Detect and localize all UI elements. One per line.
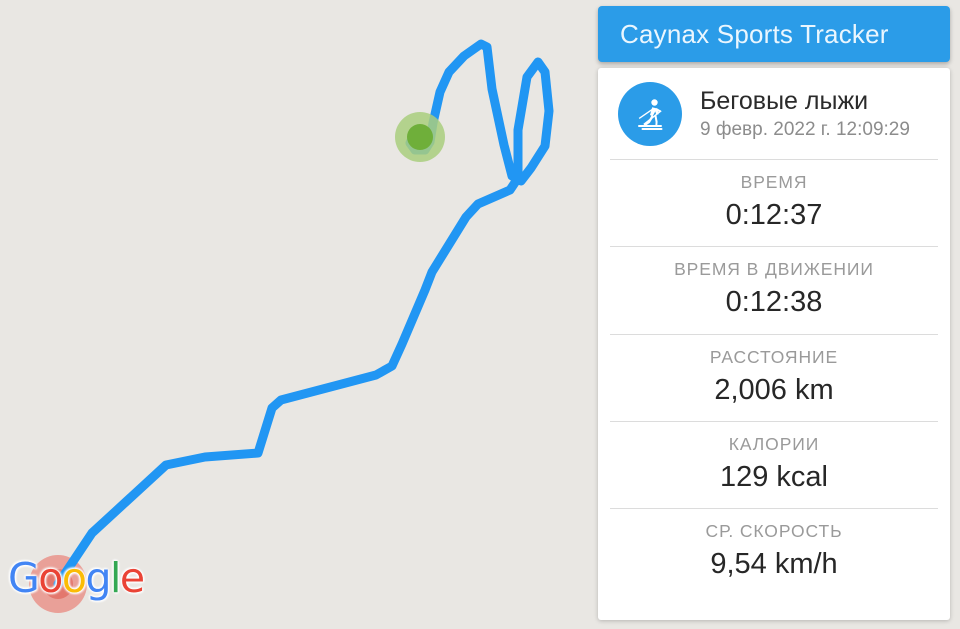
activity-datetime: 9 февр. 2022 г. 12:09:29: [700, 118, 910, 140]
stat-row-distance: РАССТОЯНИЕ 2,006 km: [598, 335, 950, 421]
info-panel: Caynax Sports Tracker: [598, 0, 954, 629]
activity-header[interactable]: Беговые лыжи 9 февр. 2022 г. 12:09:29: [598, 68, 950, 159]
stat-label-moving-time: ВРЕМЯ В ДВИЖЕНИИ: [674, 259, 874, 280]
stat-value-time: 0:12:37: [725, 199, 823, 231]
stat-row-moving-time: ВРЕМЯ В ДВИЖЕНИИ 0:12:38: [598, 247, 950, 333]
divider: [610, 420, 938, 422]
stat-value-calories: 129 kcal: [719, 460, 828, 493]
route-path: [53, 39, 554, 589]
google-letter-g1: G: [8, 554, 40, 602]
stat-label-calories: КАЛОРИИ: [728, 433, 820, 454]
stat-value-moving-time: 0:12:38: [725, 286, 823, 319]
route-start-marker: [407, 124, 433, 150]
google-letter-l: l: [110, 554, 121, 602]
stat-row-avg-speed: СР. СКОРОСТЬ 9,54 km/h: [598, 509, 950, 595]
activity-text-block: Беговые лыжи 9 февр. 2022 г. 12:09:29: [700, 87, 910, 142]
divider: [610, 159, 938, 160]
cross-country-skiing-icon: [618, 82, 682, 146]
stat-label-avg-speed: СР. СКОРОСТЬ: [705, 521, 843, 541]
activity-name: Беговые лыжи: [700, 86, 869, 115]
divider: [610, 508, 938, 509]
stat-row-time: ВРЕМЯ 0:12:37: [598, 160, 950, 246]
google-letter-e: e: [119, 554, 145, 602]
app-title-bar: Caynax Sports Tracker: [598, 6, 950, 62]
stat-value-avg-speed: 9,54 km/h: [710, 548, 838, 580]
stat-value-distance: 2,006 km: [714, 373, 834, 406]
app-title: Caynax Sports Tracker: [620, 18, 889, 49]
google-letter-g2: g: [85, 554, 111, 602]
stat-label-distance: РАССТОЯНИЕ: [709, 346, 839, 367]
google-letter-o2: o: [61, 554, 87, 602]
activity-summary-card[interactable]: Беговые лыжи 9 февр. 2022 г. 12:09:29 ВР…: [598, 68, 950, 620]
stat-row-calories: КАЛОРИИ 129 kcal: [598, 422, 950, 508]
stat-label-time: ВРЕМЯ: [740, 172, 808, 192]
google-attribution-logo: Google: [8, 554, 145, 602]
divider: [610, 333, 938, 335]
divider: [610, 246, 938, 248]
google-letter-o1: o: [38, 554, 63, 602]
